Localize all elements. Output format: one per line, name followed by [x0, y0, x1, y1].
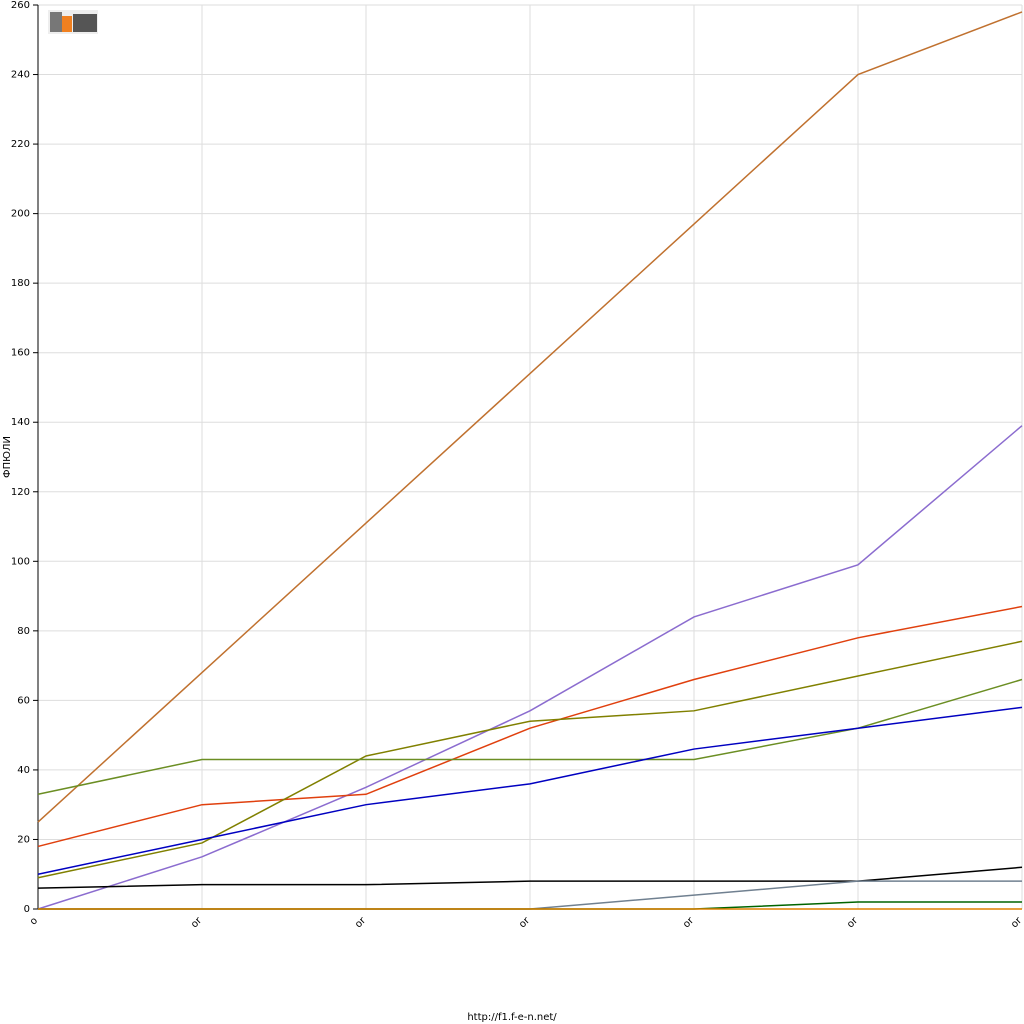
x-tick-label: or: [681, 915, 697, 931]
x-tick-label: o: [28, 915, 40, 927]
series-line: [37, 11, 1023, 823]
y-tick-label: 200: [11, 209, 30, 220]
y-tick-label: 40: [17, 765, 30, 776]
y-tick-label: 220: [11, 139, 30, 150]
x-tick-label: or: [1009, 915, 1024, 931]
footer: http://f1.f-e-n.net/: [467, 1012, 557, 1023]
series-line: [37, 605, 1023, 848]
x-tick-label: or: [353, 915, 369, 931]
y-tick-label: 240: [11, 70, 30, 81]
series-line: [37, 425, 1023, 910]
y-tick-label: 180: [11, 278, 30, 289]
series-line: [37, 706, 1023, 875]
logo: [48, 10, 98, 34]
x-tick-label: or: [517, 915, 533, 931]
y-tick-label: 140: [11, 417, 30, 428]
y-tick-label: 160: [11, 348, 30, 359]
x-tick-label: or: [845, 915, 861, 931]
y-tick-label: 60: [17, 695, 30, 706]
y-tick-label: 20: [17, 834, 30, 845]
y-tick-label: 80: [17, 626, 30, 637]
y-axis-label: ФПЮЛИ: [2, 436, 13, 478]
y-tick-label: 260: [11, 0, 30, 11]
y-tick-label: 0: [24, 904, 30, 915]
x-tick-label: or: [189, 915, 205, 931]
y-tick-label: 120: [11, 487, 30, 498]
series-line: [37, 640, 1023, 879]
y-tick-label: 100: [11, 556, 30, 567]
